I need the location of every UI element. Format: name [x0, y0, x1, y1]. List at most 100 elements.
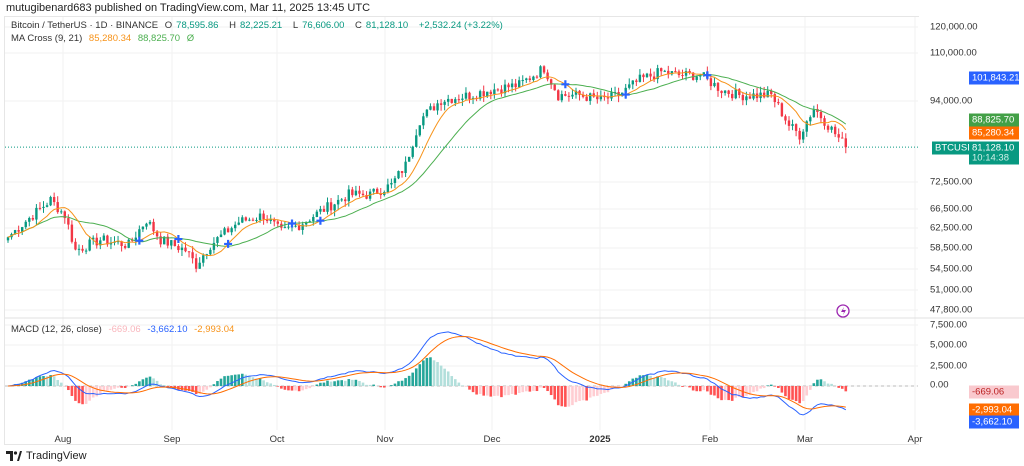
- candle-body: [507, 84, 510, 88]
- candle-body: [212, 242, 216, 250]
- candle-body: [581, 94, 585, 97]
- candle-body: [305, 221, 308, 225]
- candle-body: [223, 228, 226, 235]
- macd-histogram-bar: [251, 377, 255, 386]
- macd-histogram-bar: [510, 386, 514, 394]
- candle-body: [226, 228, 230, 233]
- candle-body: [684, 71, 688, 76]
- candle-body: [315, 211, 319, 217]
- candle-body: [312, 216, 315, 222]
- candle-body: [571, 94, 574, 97]
- candle-body: [326, 202, 329, 212]
- candle-body: [723, 90, 727, 94]
- candle-body: [784, 116, 787, 121]
- macd-histogram-bar: [709, 386, 713, 395]
- candle-body: [628, 84, 631, 88]
- candle-body: [447, 98, 450, 102]
- candle-body: [770, 90, 773, 95]
- candle-body: [95, 237, 98, 246]
- candle-body: [248, 219, 251, 221]
- macd-histogram-bar: [123, 386, 127, 389]
- candle-body: [35, 207, 38, 220]
- macd-histogram-bar: [596, 386, 599, 396]
- candle-body: [656, 68, 659, 80]
- candle-body: [461, 98, 464, 100]
- price-tick: 54,500.00: [930, 263, 973, 275]
- candle-body: [159, 236, 162, 245]
- candle-body: [177, 246, 180, 251]
- candle-body: [269, 219, 272, 222]
- macd-histogram-bar: [482, 386, 485, 396]
- candle-body: [610, 92, 613, 99]
- candle-body: [638, 74, 642, 82]
- price-tick: 47,800.00: [930, 304, 973, 316]
- macd-histogram-bar: [258, 378, 262, 386]
- macd-histogram-bar: [507, 386, 510, 396]
- candle-body: [376, 188, 379, 194]
- candle-body: [102, 235, 106, 241]
- candle-body: [131, 239, 134, 241]
- tradingview-logo-text: TradingView: [26, 450, 87, 462]
- hist-tag: -669.06: [969, 385, 1019, 399]
- macd-histogram-bar: [840, 386, 844, 389]
- macd-histogram-bar: [297, 386, 301, 392]
- candle-body: [372, 188, 375, 192]
- macd-legend[interactable]: MACD (12, 26, close) -669.06 -3,662.10 -…: [11, 324, 238, 335]
- candle-body: [244, 217, 248, 221]
- candle-body: [138, 229, 141, 238]
- ma-cross-marker: [703, 71, 712, 80]
- candle-body: [67, 218, 70, 225]
- ma-cross-marker: [561, 80, 570, 89]
- macd-histogram-bar: [340, 380, 343, 386]
- signal-tag: -2,993.04: [969, 403, 1019, 417]
- candle-body: [688, 71, 691, 73]
- candle-body: [503, 84, 507, 94]
- macd-histogram-bar: [773, 386, 777, 387]
- candle-body: [528, 78, 532, 80]
- candle-body: [624, 87, 627, 93]
- tradingview-logo[interactable]: TradingView: [6, 450, 87, 462]
- macd-histogram-bar: [812, 383, 816, 386]
- macd-histogram-bar: [539, 386, 542, 388]
- candle-body: [70, 224, 74, 242]
- candle-body: [141, 226, 145, 230]
- x-tick: Oct: [269, 434, 285, 445]
- candle-body: [489, 91, 492, 95]
- macd-histogram-bar: [152, 378, 155, 386]
- candle-body: [60, 211, 63, 213]
- candle-body: [787, 120, 791, 126]
- macd-histogram-bar: [216, 381, 219, 386]
- macd-histogram-bar: [439, 365, 443, 386]
- macd-histogram-bar: [319, 382, 322, 386]
- candle-body: [251, 219, 255, 221]
- macd-histogram-bar: [546, 386, 549, 392]
- macd-histogram-bar: [695, 386, 698, 392]
- candle-body: [180, 247, 184, 251]
- macd-histogram-bar: [361, 382, 365, 386]
- candle-body: [84, 250, 88, 252]
- macd-histogram-bar: [301, 386, 304, 391]
- chart-frame[interactable]: [4, 16, 919, 445]
- candle-body: [198, 262, 201, 269]
- macd-histogram-bar: [436, 362, 439, 386]
- macd-histogram-bar: [528, 386, 532, 392]
- macd-histogram-bar: [418, 364, 422, 386]
- price-tick: 66,500.00: [930, 203, 973, 215]
- macd-tick: 7,500.00: [930, 319, 967, 331]
- macd-histogram-bar: [223, 376, 226, 386]
- macd-histogram-bar: [400, 380, 404, 386]
- candle-body: [52, 197, 56, 203]
- ma-legend[interactable]: MA Cross (9, 21) 85,280.34 88,825.70 Ø: [11, 33, 198, 44]
- macd-histogram-bar: [130, 385, 134, 386]
- candle-body: [464, 92, 468, 99]
- macd-histogram-bar: [205, 386, 209, 390]
- candle-body: [585, 96, 588, 101]
- macd-histogram-bar: [461, 385, 464, 386]
- candle-body: [599, 95, 603, 100]
- macd-title: MACD (12, 26, close): [11, 324, 102, 335]
- macd-histogram-bar: [762, 386, 766, 389]
- candle-body: [486, 91, 489, 97]
- open-value: 78,595.86: [176, 20, 219, 31]
- candle-body: [120, 241, 123, 247]
